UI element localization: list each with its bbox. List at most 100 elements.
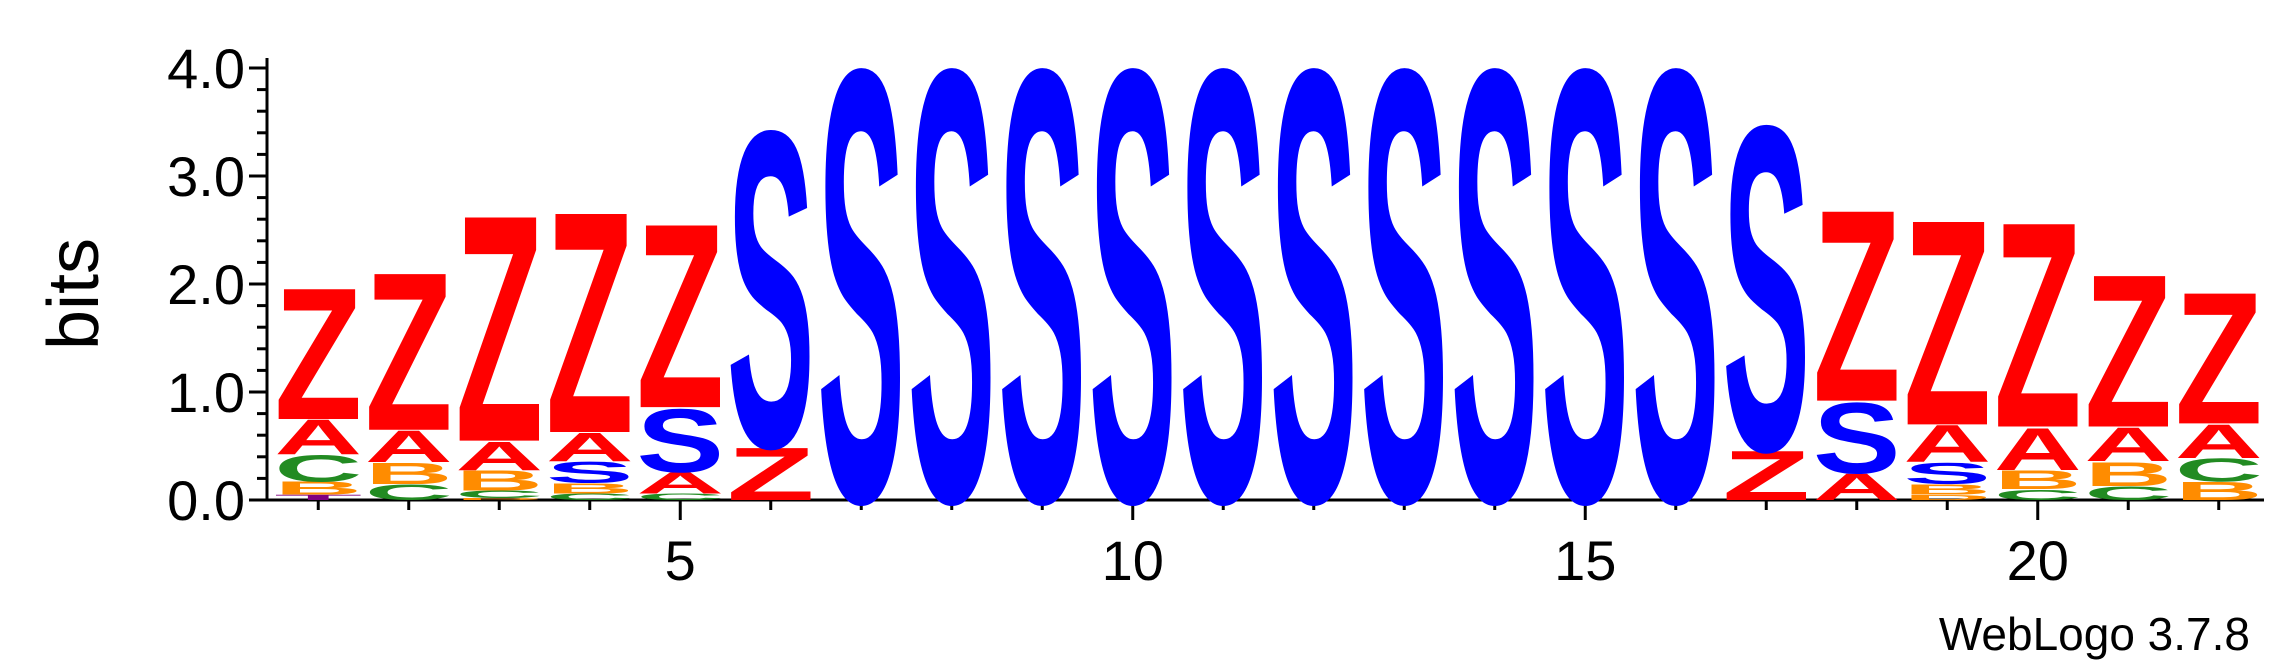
logo-letter-b: B	[455, 464, 543, 496]
logo-letter-s: S	[1089, 0, 1177, 631]
logo-letter-c: C	[546, 492, 634, 502]
y-axis-label: bits	[34, 238, 114, 350]
logo-letter-s: S	[1541, 0, 1629, 631]
svg-text:Z: Z	[455, 148, 543, 510]
logo-letter-c: C	[365, 480, 453, 505]
logo-column-7: S	[817, 0, 905, 631]
svg-text:S: S	[1813, 382, 1901, 495]
svg-text:S: S	[636, 390, 724, 491]
svg-text:C: C	[2084, 482, 2172, 504]
logo-column-9: S	[998, 0, 1086, 631]
svg-text:C: C	[2175, 451, 2263, 488]
logo-letter-z: Z	[1813, 154, 1901, 460]
logo-letter-c: C	[636, 492, 724, 502]
logo-letter-a: A	[546, 425, 634, 470]
logo-letter-s: S	[1360, 0, 1448, 631]
logo-letter-b: B	[1994, 465, 2082, 496]
svg-text:Z: Z	[1903, 159, 1991, 488]
svg-text:C: C	[636, 492, 724, 502]
logo-letter-s: S	[1813, 382, 1901, 495]
logo-letter-d: D	[1903, 493, 1991, 501]
svg-text:S: S	[1179, 0, 1267, 631]
logo-letter-b: B	[1903, 481, 1991, 498]
logo-letter-b: B	[2175, 477, 2263, 506]
svg-text:S: S	[817, 0, 905, 631]
svg-text:A: A	[1903, 414, 1991, 473]
logo-column-14: S	[1451, 0, 1539, 631]
logo-letter-a: A	[365, 422, 453, 472]
svg-text:C: C	[455, 488, 543, 500]
logo-letter-s: S	[1903, 457, 1991, 490]
svg-text:T: T	[274, 493, 362, 501]
logo-letter-c: C	[1994, 487, 2082, 504]
logo-column-11: S	[1179, 0, 1267, 631]
svg-text:B: B	[2084, 455, 2172, 494]
svg-text:D: D	[1903, 493, 1991, 501]
svg-text:A: A	[365, 422, 453, 472]
logo-letter-z: Z	[636, 170, 724, 464]
logo-letter-s: S	[546, 456, 634, 489]
logo-column-15: S	[1541, 0, 1629, 631]
svg-text:Z: Z	[274, 248, 362, 459]
svg-text:Z: Z	[1994, 161, 2082, 490]
logo-letter-c: C	[274, 448, 362, 490]
logo-column-6: ZS	[727, 36, 815, 543]
logo-column-18: ASZ	[1813, 154, 1901, 509]
logo-letter-s: S	[908, 0, 996, 631]
logo-letter-s: S	[1632, 0, 1720, 631]
logo-letter-z: Z	[546, 146, 634, 500]
logo-letter-a: A	[1994, 416, 2082, 483]
logo-letter-z: Z	[2175, 252, 2263, 463]
logo-letter-s: S	[636, 390, 724, 491]
svg-text:C: C	[365, 480, 453, 505]
svg-text:A: A	[2175, 414, 2263, 468]
svg-text:S: S	[998, 0, 1086, 631]
logo-column-12: S	[1270, 0, 1358, 631]
logo-column-13: S	[1360, 0, 1448, 631]
logo-column-10: S	[1089, 0, 1177, 631]
logo-letter-s: S	[1179, 0, 1267, 631]
logo-letter-d: D	[455, 497, 543, 500]
logo-letter-b: B	[2084, 455, 2172, 494]
svg-text:B: B	[2175, 477, 2263, 506]
y-tick-label: 1.0	[167, 361, 245, 424]
svg-text:S: S	[1722, 30, 1810, 548]
logo-letter-z: Z	[365, 226, 453, 479]
x-tick-label: 10	[1102, 529, 1164, 592]
y-tick-label: 3.0	[167, 145, 245, 208]
svg-text:A: A	[455, 433, 543, 478]
y-axis: 0.0 1.0 2.0 3.0 4.0	[167, 37, 269, 532]
svg-text:S: S	[1632, 0, 1720, 631]
logo-letter-z: Z	[1903, 159, 1991, 488]
svg-text:Z: Z	[2084, 229, 2172, 474]
svg-text:A: A	[546, 425, 634, 470]
svg-text:A: A	[2084, 417, 2172, 471]
svg-text:A: A	[1813, 466, 1901, 508]
svg-text:B: B	[365, 457, 453, 491]
logo-letter-c: C	[455, 488, 543, 500]
logo-letter-z: Z	[1994, 161, 2082, 490]
logo-letter-b: B	[274, 478, 362, 498]
footer-text: WebLogo 3.7.8	[1939, 608, 2250, 660]
svg-text:S: S	[546, 456, 634, 489]
svg-text:Z: Z	[1722, 436, 1810, 515]
x-tick-label: 5	[665, 529, 696, 592]
logo-letter-a: A	[2175, 414, 2263, 468]
svg-text:C: C	[1994, 487, 2082, 504]
y-tick-label: 2.0	[167, 253, 245, 316]
svg-text:S: S	[1360, 0, 1448, 631]
logo-letter-z: Z	[2084, 229, 2172, 474]
logo-letter-a: A	[1903, 414, 1991, 473]
svg-text:B: B	[274, 478, 362, 498]
logo-letter-s: S	[817, 0, 905, 631]
logo-letter-z: Z	[274, 248, 362, 459]
logo-letter-s: S	[727, 36, 815, 543]
svg-text:A: A	[636, 466, 724, 500]
svg-text:B: B	[1903, 481, 1991, 498]
logo-letter-a: A	[274, 410, 362, 466]
